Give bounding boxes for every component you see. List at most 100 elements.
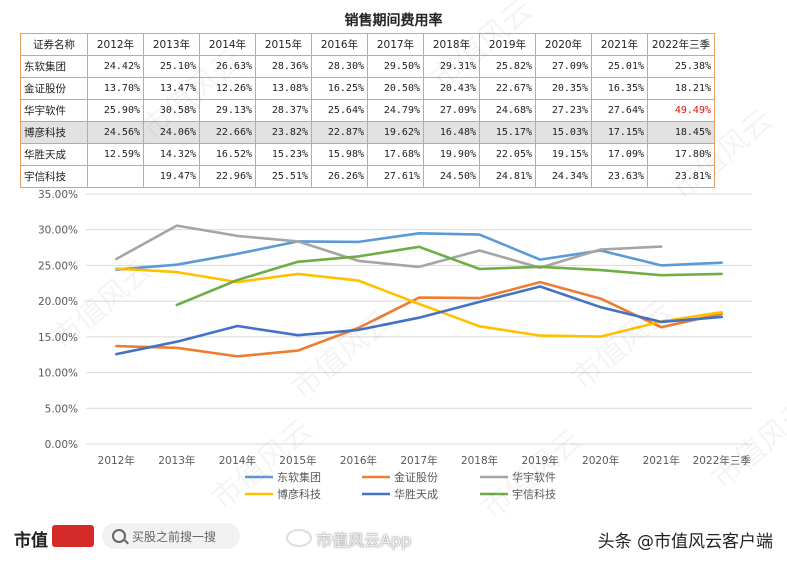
table-row: 金证股份 13.70% 13.47% 12.26% 13.08% 16.25% 20.50%… bbox=[20, 77, 715, 100]
table-cell-value: 13.47% bbox=[143, 77, 200, 100]
table-cell-name: 博彦科技 bbox=[20, 121, 88, 144]
table-cell-value: 15.98% bbox=[311, 143, 368, 166]
table-cell-value: 18.45% bbox=[647, 121, 715, 144]
table-cell-value: 17.80% bbox=[647, 143, 715, 166]
table-cell-value: 16.25% bbox=[311, 77, 368, 100]
y-tick-label: 5.00% bbox=[45, 403, 78, 415]
y-tick-label: 20.00% bbox=[38, 296, 78, 308]
table-cell-value: 17.15% bbox=[591, 121, 648, 144]
table-cell-value: 22.05% bbox=[479, 143, 536, 166]
table-header-year: 2013年 bbox=[143, 33, 200, 56]
table-cell-value: 15.23% bbox=[255, 143, 312, 166]
x-tick-label: 2018年 bbox=[461, 454, 498, 467]
table-cell-value: 28.36% bbox=[255, 55, 312, 78]
x-tick-label: 2019年 bbox=[521, 454, 558, 467]
footer-bar: 市值 买股之前搜一搜 市值风云App 头条 @市值风云客户端 bbox=[0, 515, 787, 564]
x-tick-label: 2022年三季 bbox=[693, 454, 752, 467]
table-cell-value: 24.56% bbox=[87, 121, 144, 144]
table-cell-value: 22.67% bbox=[479, 77, 536, 100]
table-cell-value: 19.90% bbox=[423, 143, 480, 166]
table-cell-name: 东软集团 bbox=[20, 55, 88, 78]
table-cell-value: 20.43% bbox=[423, 77, 480, 100]
table-cell-value: 13.70% bbox=[87, 77, 144, 100]
table-cell-value: 19.62% bbox=[367, 121, 424, 144]
y-tick-label: 35.00% bbox=[38, 189, 78, 201]
table-cell-value: 23.82% bbox=[255, 121, 312, 144]
table-body: 东软集团 24.42% 25.10% 26.63% 28.36% 28.30% 29.50%… bbox=[20, 55, 715, 188]
series-line bbox=[175, 245, 723, 307]
table-cell-value: 24.42% bbox=[87, 55, 144, 78]
y-tick-label: 30.00% bbox=[38, 225, 78, 237]
series-line bbox=[115, 267, 723, 338]
watermark-app-text: 市值风云App bbox=[316, 531, 412, 550]
series-line bbox=[115, 232, 723, 271]
chart-title: 销售期间费用率 bbox=[344, 13, 443, 29]
legend-label: 宇信科技 bbox=[512, 487, 556, 501]
table-cell-value: 25.82% bbox=[479, 55, 536, 78]
x-tick-label: 2013年 bbox=[158, 454, 195, 467]
x-tick-label: 2016年 bbox=[340, 454, 377, 467]
table-cell-value: 30.58% bbox=[143, 99, 200, 122]
table-row: 华胜天成 12.59% 14.32% 16.52% 15.23% 15.98% 17.68%… bbox=[20, 143, 715, 166]
x-tick-label: 2012年 bbox=[98, 454, 135, 467]
table-header-year: 2019年 bbox=[479, 33, 536, 56]
table-cell-value: 27.64% bbox=[591, 99, 648, 122]
table-cell-value: 29.13% bbox=[199, 99, 256, 122]
table-cell-name: 华宇软件 bbox=[20, 99, 88, 122]
table-cell-value: 16.35% bbox=[591, 77, 648, 100]
table-cell-value: 49.49% bbox=[647, 99, 715, 122]
table-cell-value: 19.15% bbox=[535, 143, 592, 166]
table-cell-value: 22.66% bbox=[199, 121, 256, 144]
table-cell-name: 金证股份 bbox=[20, 77, 88, 100]
table-cell-value: 12.26% bbox=[199, 77, 256, 100]
legend-label: 博彦科技 bbox=[277, 487, 321, 501]
x-tick-label: 2015年 bbox=[279, 454, 316, 467]
table-cell-value: 15.17% bbox=[479, 121, 536, 144]
table-header-name: 证券名称 bbox=[20, 33, 88, 56]
x-tick-label: 2020年 bbox=[582, 454, 619, 467]
line-chart: 0.00% 5.00% 10.00% 15.00% 20.00% 25.00% 30.00%… bbox=[38, 189, 752, 501]
legend-label: 华宇软件 bbox=[512, 470, 556, 484]
data-table: 证券名称 2012年 2013年 2014年 2015年 2016年 2017年 2018年 2… bbox=[20, 33, 715, 188]
author-credit: 头条 @市值风云客户端 bbox=[597, 532, 773, 552]
table-cell-value: 16.48% bbox=[423, 121, 480, 144]
search-input[interactable]: 买股之前搜一搜 bbox=[102, 523, 240, 549]
series-line bbox=[115, 285, 723, 356]
table-cell-value: 17.68% bbox=[367, 143, 424, 166]
legend-label: 金证股份 bbox=[394, 470, 438, 484]
table-cell-value: 25.90% bbox=[87, 99, 144, 122]
table-cell-value: 24.79% bbox=[367, 99, 424, 122]
search-placeholder: 买股之前搜一搜 bbox=[132, 530, 217, 544]
table-cell-value: 22.96% bbox=[199, 165, 256, 188]
y-tick-label: 15.00% bbox=[38, 332, 78, 344]
table-header-row: 证券名称 2012年 2013年 2014年 2015年 2016年 2017年 2018年 2… bbox=[20, 33, 715, 56]
table-cell-value: 22.87% bbox=[311, 121, 368, 144]
table-cell-value: 27.23% bbox=[535, 99, 592, 122]
table-cell-value: 17.09% bbox=[591, 143, 648, 166]
legend-label: 华胜天成 bbox=[394, 487, 438, 501]
series-line bbox=[115, 280, 723, 358]
table-header-year: 2014年 bbox=[199, 33, 256, 56]
table-cell-value: 20.50% bbox=[367, 77, 424, 100]
y-tick-label: 0.00% bbox=[45, 439, 78, 451]
table-cell-value: 23.81% bbox=[647, 165, 715, 188]
x-tick-label: 2014年 bbox=[219, 454, 256, 467]
y-tick-label: 25.00% bbox=[38, 260, 78, 272]
watermark-app: 市值风云App bbox=[286, 527, 412, 551]
table-cell-value: 18.21% bbox=[647, 77, 715, 100]
table-header-year: 2012年 bbox=[87, 33, 144, 56]
table-row: 博彦科技 24.56% 24.06% 22.66% 23.82% 22.87% 19.62%… bbox=[20, 121, 715, 144]
table-header-year: 2017年 bbox=[367, 33, 424, 56]
x-tick-label: 2021年 bbox=[643, 454, 680, 467]
table-header-year: 2016年 bbox=[311, 33, 368, 56]
table-cell-value: 14.32% bbox=[143, 143, 200, 166]
table-header-year: 2022年三季 bbox=[647, 33, 715, 56]
legend-label: 东软集团 bbox=[277, 470, 321, 484]
series-line bbox=[115, 224, 663, 269]
table-cell-value: 28.30% bbox=[311, 55, 368, 78]
table-cell-value: 29.50% bbox=[367, 55, 424, 78]
table-cell-value: 15.03% bbox=[535, 121, 592, 144]
table-cell-name: 华胜天成 bbox=[20, 143, 88, 166]
table-row: 华宇软件 25.90% 30.58% 29.13% 28.37% 25.64% 24.79%… bbox=[20, 99, 715, 122]
table-row: 宇信科技 19.47% 22.96% 25.51% 26.26% 27.61% 24.50%… bbox=[20, 165, 715, 188]
